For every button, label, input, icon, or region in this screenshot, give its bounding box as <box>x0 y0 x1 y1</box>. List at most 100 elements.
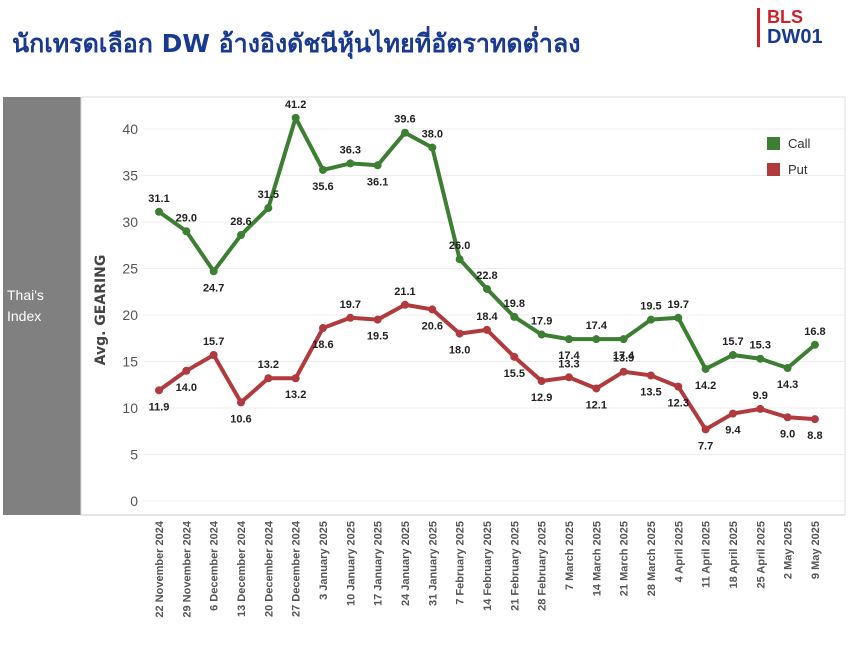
data-point-call <box>428 143 437 152</box>
data-label-put: 18.0 <box>449 345 470 357</box>
data-label-put: 18.6 <box>312 339 333 351</box>
data-point-call <box>592 335 601 344</box>
data-label-put: 20.6 <box>422 320 443 332</box>
data-label-call: 15.7 <box>722 336 743 348</box>
data-point-put <box>155 386 163 395</box>
data-label-put: 13.3 <box>558 358 579 370</box>
x-tick-label: 14 February 2025 <box>482 521 494 611</box>
data-label-put: 12.9 <box>531 392 552 404</box>
x-tick-label: 24 January 2025 <box>400 521 412 606</box>
y-tick-label: 30 <box>122 214 138 230</box>
side-panel <box>3 97 81 515</box>
data-point-put <box>455 329 464 338</box>
x-tick-label: 27 December 2024 <box>291 520 303 617</box>
x-tick-label: 11 April 2025 <box>701 521 713 588</box>
data-label-call: 31.5 <box>258 189 279 201</box>
page-title: นักเทรดเลือก DW อ้างอิงดัชนีหุ้นไทยที่อั… <box>12 29 581 58</box>
y-tick-label: 0 <box>130 493 138 509</box>
data-label-call: 15.3 <box>750 340 771 352</box>
data-label-put: 9.4 <box>725 425 741 437</box>
y-tick-label: 10 <box>122 400 138 416</box>
y-tick-label: 25 <box>122 261 138 277</box>
data-point-put <box>592 384 601 393</box>
data-point-call <box>564 335 573 344</box>
data-point-put <box>728 409 737 418</box>
data-label-put: 18.4 <box>476 311 498 323</box>
data-point-put <box>182 366 191 375</box>
x-tick-label: 9 May 2025 <box>810 521 822 579</box>
data-label-call: 24.7 <box>203 282 224 294</box>
x-tick-label: 17 January 2025 <box>373 521 385 606</box>
data-label-call: 36.1 <box>367 176 388 188</box>
data-label-call: 14.2 <box>695 380 716 392</box>
data-point-call <box>291 113 300 122</box>
data-point-call <box>701 364 710 373</box>
y-tick-label: 35 <box>122 168 138 184</box>
data-point-put <box>701 425 710 434</box>
data-label-call: 17.4 <box>586 320 608 332</box>
data-point-put <box>810 415 819 424</box>
data-label-put: 15.7 <box>203 336 224 348</box>
data-label-put: 13.2 <box>258 359 279 371</box>
x-tick-label: 20 December 2024 <box>263 520 275 617</box>
x-tick-label: 22 November 2024 <box>154 520 166 617</box>
data-label-call: 31.1 <box>148 193 169 205</box>
data-label-put: 13.2 <box>285 389 306 401</box>
data-point-call <box>810 340 819 349</box>
x-tick-label: 7 March 2025 <box>564 521 576 590</box>
x-tick-label: 21 March 2025 <box>619 521 631 596</box>
data-label-put: 15.5 <box>504 368 525 380</box>
data-point-call <box>264 204 273 213</box>
data-label-put: 12.3 <box>668 398 689 410</box>
data-label-call: 28.6 <box>230 216 251 228</box>
brand-top-text: BLS <box>767 7 803 27</box>
x-tick-label: 18 April 2025 <box>728 521 740 588</box>
data-label-put: 14.0 <box>176 382 197 394</box>
data-point-call <box>537 330 546 339</box>
data-point-call <box>373 161 382 170</box>
side-label-line2: Index <box>7 308 42 324</box>
x-tick-label: 28 February 2025 <box>537 521 549 611</box>
data-point-put <box>209 350 218 359</box>
legend-label-call: Call <box>788 136 811 151</box>
data-point-put <box>537 377 546 386</box>
y-tick-label: 5 <box>130 447 138 463</box>
data-point-put <box>291 374 300 383</box>
data-label-call: 36.3 <box>340 144 361 156</box>
data-point-call <box>182 227 191 236</box>
data-label-call: 16.8 <box>804 326 825 338</box>
data-point-call <box>155 207 163 216</box>
data-point-put <box>346 313 355 322</box>
data-label-put: 11.9 <box>149 401 170 413</box>
data-label-call: 17.4 <box>558 350 580 362</box>
data-point-put <box>564 373 573 382</box>
data-point-put <box>400 300 409 309</box>
data-label-put: 21.1 <box>394 286 415 298</box>
x-tick-label: 28 March 2025 <box>646 521 658 596</box>
x-tick-label: 4 April 2025 <box>673 521 685 582</box>
brand-bottom-text: DW01 <box>767 26 823 48</box>
y-tick-label: 20 <box>122 307 138 323</box>
x-tick-label: 7 February 2025 <box>455 521 467 605</box>
x-tick-label: 3 January 2025 <box>318 521 330 600</box>
data-point-call <box>646 315 655 324</box>
data-point-call <box>510 312 519 321</box>
side-panel-label: Thai's Index <box>7 285 77 327</box>
data-point-call <box>209 267 218 276</box>
data-point-put <box>674 382 683 391</box>
data-point-call <box>728 350 737 359</box>
data-label-call: 41.2 <box>285 99 306 111</box>
data-label-call: 29.0 <box>176 212 197 224</box>
data-label-put: 19.5 <box>367 331 388 343</box>
data-point-put <box>619 367 628 376</box>
data-label-put: 9.9 <box>753 390 768 402</box>
data-label-put: 13.5 <box>640 386 661 398</box>
data-label-put: 8.8 <box>807 430 822 442</box>
x-tick-label: 29 November 2024 <box>181 520 193 617</box>
data-label-put: 12.1 <box>586 399 607 411</box>
side-label-line1: Thai's <box>7 287 44 303</box>
data-point-put <box>783 413 792 422</box>
data-point-put <box>428 305 437 314</box>
y-tick-label: 15 <box>122 354 138 370</box>
x-tick-label: 2 May 2025 <box>783 521 795 579</box>
